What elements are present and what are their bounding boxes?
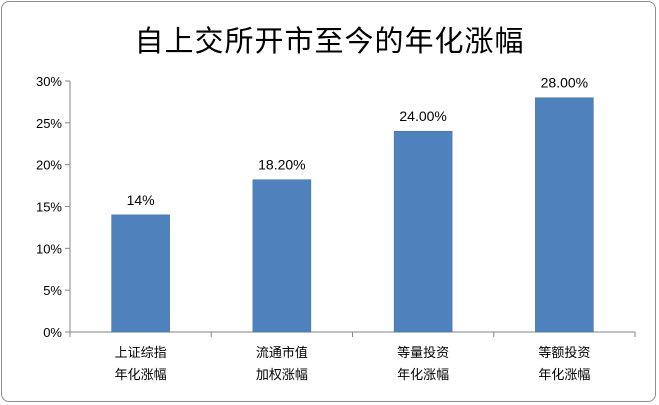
category-label: 上证综指 bbox=[115, 346, 167, 361]
y-axis-ticks: 0% 5% 10% 15% 20% 25% 30% bbox=[36, 74, 70, 340]
y-tick-label: 5% bbox=[43, 283, 62, 298]
bar bbox=[252, 179, 312, 333]
y-tick-label: 30% bbox=[36, 74, 62, 89]
category-label: 年化涨幅 bbox=[538, 368, 590, 383]
bar bbox=[535, 97, 594, 333]
data-label: 14% bbox=[127, 192, 155, 208]
y-tick-label: 15% bbox=[36, 200, 62, 215]
category-label: 加权涨幅 bbox=[256, 367, 308, 383]
category-label: 等额投资 bbox=[538, 345, 590, 361]
bar bbox=[393, 130, 453, 333]
y-tick-label: 20% bbox=[36, 158, 62, 173]
category-label: 流通市值 bbox=[256, 345, 308, 361]
y-tick-label: 25% bbox=[36, 116, 62, 131]
data-label: 24.00% bbox=[399, 108, 446, 124]
category-label: 等量投资 bbox=[397, 345, 449, 361]
bars-group bbox=[111, 97, 594, 333]
y-tick-label: 0% bbox=[43, 325, 62, 340]
category-label: 年化涨幅 bbox=[397, 368, 449, 383]
chart-title: 自上交所开市至今的年化涨幅 bbox=[134, 24, 525, 58]
data-label: 18.20% bbox=[258, 157, 305, 173]
y-tick-label: 10% bbox=[36, 241, 62, 256]
bar bbox=[111, 214, 170, 333]
x-axis-ticks bbox=[69, 332, 636, 337]
data-labels-group: 14% 18.20% 24.00% 28.00% bbox=[127, 75, 589, 208]
data-label: 28.00% bbox=[541, 75, 588, 91]
category-label: 年化涨幅 bbox=[115, 368, 167, 383]
